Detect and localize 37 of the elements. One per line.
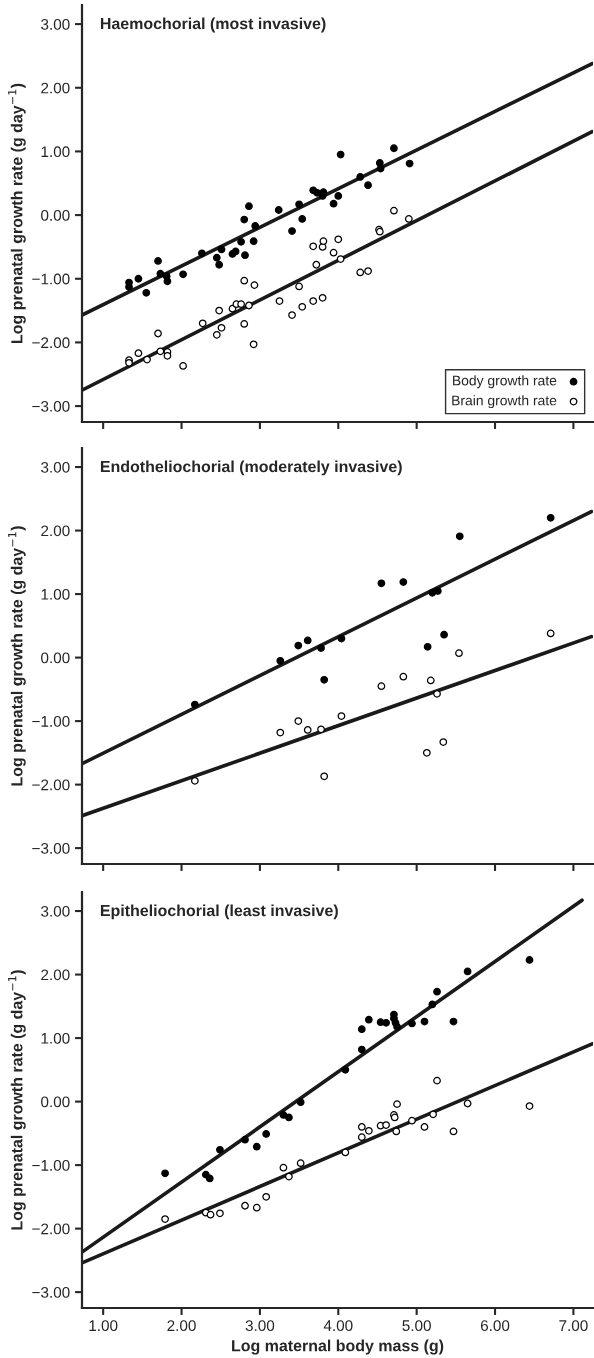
y-tick-label: 0.00 bbox=[41, 652, 70, 664]
y-tick-label: 1.00 bbox=[41, 1032, 70, 1044]
y-tick-label: 0.00 bbox=[41, 1096, 70, 1108]
y-tick-label: 2.00 bbox=[41, 969, 70, 981]
y-tick-label: 2.00 bbox=[41, 525, 70, 537]
y-tick-label: −1.00 bbox=[32, 273, 70, 285]
y-tick-label: −2.00 bbox=[32, 337, 70, 349]
text: Haemochorial (most invasive) bbox=[100, 17, 326, 33]
legend-label: Body growth rate bbox=[453, 375, 557, 389]
y-tick-label: −2.00 bbox=[32, 1223, 70, 1235]
x-tick-label: 4.00 bbox=[323, 1320, 353, 1332]
x-axis-title: Log maternal body mass (g) bbox=[232, 1339, 444, 1355]
y-axis-title: Log prenatal growth rate (g day$^{−1}$) bbox=[8, 526, 26, 786]
y-tick-label: 3.00 bbox=[41, 461, 70, 473]
text: Epitheliochorial (least invasive) bbox=[100, 904, 338, 920]
y-tick-label: −2.00 bbox=[32, 779, 70, 791]
legend-label: Brain growth rate bbox=[452, 395, 557, 409]
y-tick-label: 3.00 bbox=[41, 18, 70, 30]
y-tick-label: 3.00 bbox=[41, 905, 70, 917]
x-tick-label: 5.00 bbox=[402, 1320, 431, 1332]
y-tick-label: −1.00 bbox=[32, 715, 70, 727]
y-tick-label: 0.00 bbox=[41, 209, 70, 221]
y-tick-label: −3.00 bbox=[32, 400, 70, 412]
x-tick-label: 7.00 bbox=[559, 1320, 588, 1332]
y-tick-label: −3.00 bbox=[32, 842, 70, 854]
x-tick-label: 3.00 bbox=[245, 1320, 275, 1332]
y-tick-label: 2.00 bbox=[41, 82, 70, 94]
y-tick-label: 1.00 bbox=[41, 588, 70, 600]
y-tick-label: 1.00 bbox=[41, 146, 70, 158]
y-axis-title: Log prenatal growth rate (g day$^{−1}$) bbox=[8, 970, 26, 1230]
y-tick-label: −3.00 bbox=[32, 1286, 70, 1298]
x-tick-label: 6.00 bbox=[480, 1320, 510, 1332]
y-axis-title: Log prenatal growth rate (g day$^{−1}$) bbox=[8, 83, 26, 343]
y-tick-label: −1.00 bbox=[32, 1159, 70, 1171]
text: Endotheliochorial (moderately invasive) bbox=[100, 460, 402, 476]
x-tick-label: 1.00 bbox=[89, 1320, 118, 1332]
x-tick-label: 2.00 bbox=[167, 1320, 196, 1332]
